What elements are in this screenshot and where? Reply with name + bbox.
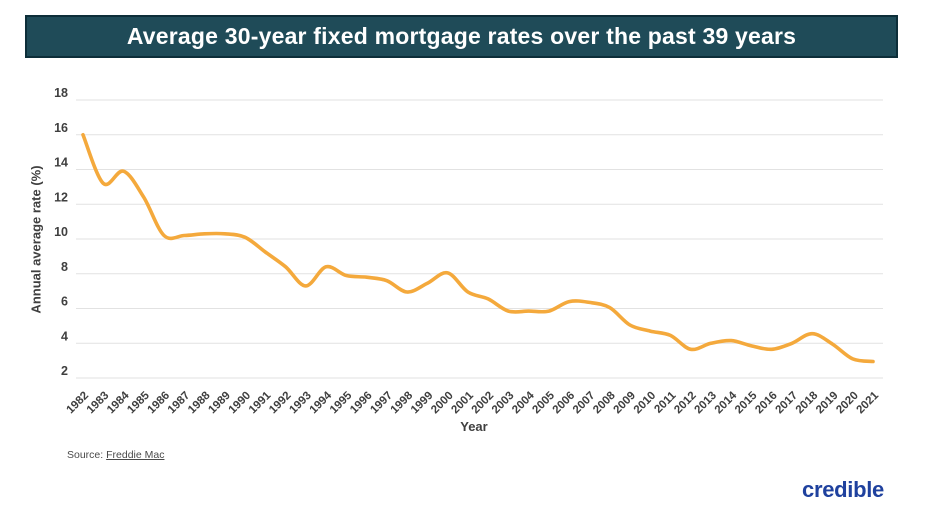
- x-tick-label: 1991: [247, 389, 274, 416]
- x-tick-label: 1994: [308, 389, 335, 416]
- x-tick-label: 2019: [814, 390, 841, 417]
- x-tick-label: 1985: [125, 389, 152, 416]
- x-tick-label: 2015: [733, 389, 760, 416]
- y-tick-label: 18: [54, 86, 68, 100]
- y-tick-label: 2: [61, 364, 68, 378]
- y-tick-label: 6: [61, 295, 68, 309]
- x-tick-label: 2003: [490, 390, 517, 417]
- chart-title: Average 30-year fixed mortgage rates ove…: [126, 23, 797, 49]
- x-tick-label: 2004: [510, 389, 537, 416]
- y-tick-label: 4: [61, 329, 68, 343]
- x-tick-label: 2009: [611, 390, 638, 417]
- y-tick-label: 12: [54, 190, 68, 204]
- x-tick-label: 1992: [267, 390, 294, 417]
- x-tick-label: 2020: [834, 390, 861, 417]
- x-tick-label: 1999: [409, 390, 436, 417]
- x-tick-label: 2016: [753, 390, 780, 417]
- x-tick-label: 1987: [166, 390, 193, 417]
- x-tick-label: 2017: [774, 390, 801, 417]
- y-axis-title: Annual average rate (%): [28, 165, 44, 314]
- x-tick-label: 1983: [85, 390, 112, 417]
- x-tick-label: 2005: [530, 389, 557, 416]
- x-axis-title: Year: [460, 419, 488, 434]
- x-tick-label: 2021: [855, 389, 882, 416]
- y-tick-label: 10: [54, 225, 68, 239]
- y-tick-label: 14: [54, 156, 68, 170]
- x-tick-label: 2010: [632, 390, 659, 417]
- x-tick-label: 2006: [551, 390, 578, 417]
- x-tick-label: 1989: [206, 390, 233, 417]
- x-tick-label: 2000: [429, 390, 456, 417]
- source-link[interactable]: Freddie Mac: [106, 449, 165, 461]
- source-attribution: Source: Freddie Mac: [67, 449, 164, 461]
- x-tick-label: 1982: [65, 390, 92, 417]
- x-tick-label: 1995: [328, 389, 355, 416]
- x-tick-label: 2014: [713, 389, 740, 416]
- y-tick-label: 16: [54, 121, 68, 135]
- credible-logo: credible: [802, 477, 884, 502]
- source-label: Source:: [67, 449, 104, 461]
- x-tick-label: 1997: [368, 390, 395, 417]
- x-tick-label: 2008: [591, 389, 618, 416]
- x-tick-label: 2013: [692, 390, 719, 417]
- x-tick-label: 1988: [186, 389, 213, 416]
- x-tick-label: 1990: [227, 390, 254, 417]
- x-tick-label: 1986: [146, 390, 173, 417]
- x-tick-label: 2018: [794, 389, 821, 416]
- y-tick-label: 8: [61, 260, 68, 274]
- mortgage-rate-line: [81, 133, 875, 364]
- x-tick-label: 1998: [389, 389, 416, 416]
- x-tick-label: 2007: [571, 390, 598, 417]
- x-tick-label: 1996: [348, 390, 375, 417]
- x-tick-label: 1984: [105, 389, 132, 416]
- x-tick-label: 2012: [672, 390, 699, 417]
- chart-title-banner: Average 30-year fixed mortgage rates ove…: [25, 15, 898, 58]
- x-tick-label: 2001: [449, 389, 476, 416]
- x-tick-label: 2002: [470, 390, 497, 417]
- x-tick-label: 1993: [287, 390, 314, 417]
